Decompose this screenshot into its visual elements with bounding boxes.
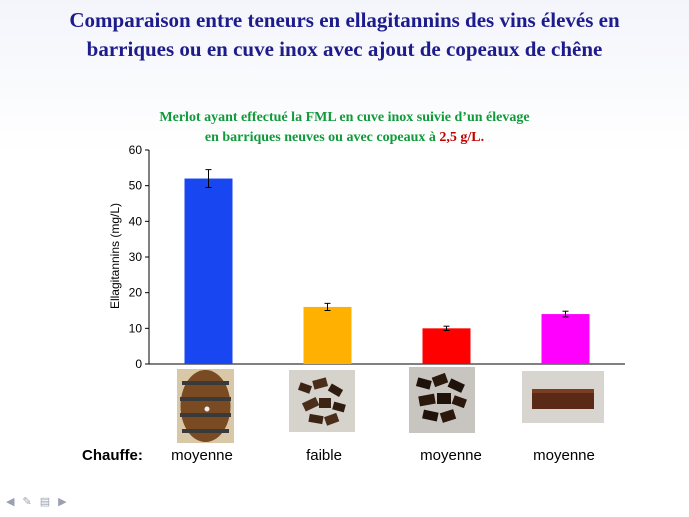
bar bbox=[303, 306, 352, 364]
chauffe-value-copeaux-2: moyenne bbox=[420, 447, 482, 464]
arrow-right-icon[interactable]: ▶ bbox=[58, 496, 67, 508]
chart-subtitle-line1: Merlot ayant effectué la FML en cuve ino… bbox=[159, 110, 530, 125]
bars bbox=[184, 169, 590, 364]
chauffe-value-copeaux-1: faible bbox=[306, 447, 342, 464]
oak-chips-medium-icon bbox=[409, 367, 475, 433]
y-axis-label: Ellagitannins (mg/L) bbox=[108, 203, 122, 309]
y-tick-label: 30 bbox=[129, 250, 143, 264]
slide-title-line2: barriques ou en cuve inox avec ajout de … bbox=[86, 37, 603, 61]
arrow-left-icon[interactable]: ◀ bbox=[6, 496, 15, 508]
bar bbox=[422, 328, 471, 364]
chart-subtitle-line2-prefix: en barriques neuves ou avec copeaux à bbox=[204, 130, 440, 145]
bar bbox=[184, 178, 233, 364]
oak-chips-icon bbox=[289, 370, 355, 432]
dose-highlight: 2,5 g/L. bbox=[439, 130, 485, 145]
chart-subtitle: Merlot ayant effectué la FML en cuve ino… bbox=[0, 108, 689, 148]
y-tick-label: 50 bbox=[129, 179, 143, 193]
barrel-icon bbox=[177, 369, 234, 443]
pen-icon[interactable]: ✎ bbox=[22, 496, 32, 508]
slide-title: Comparaison entre teneurs en ellagitanni… bbox=[0, 6, 689, 64]
menu-icon[interactable]: ▤ bbox=[39, 496, 51, 508]
slide-title-line1: Comparaison entre teneurs en ellagitanni… bbox=[69, 8, 620, 32]
y-tick-label: 0 bbox=[135, 357, 142, 371]
chart-subtitle-line2: en barriques neuves ou avec copeaux à 2,… bbox=[0, 128, 689, 148]
oak-stave-icon bbox=[522, 371, 604, 423]
chauffe-value-barrique: moyenne bbox=[171, 447, 233, 464]
y-tick-label: 60 bbox=[129, 143, 143, 157]
chauffe-value-copeaux-3: moyenne bbox=[533, 447, 595, 464]
y-tick-label: 20 bbox=[129, 286, 143, 300]
y-tick-label: 40 bbox=[129, 214, 143, 228]
chauffe-label: Chauffe: bbox=[82, 447, 143, 464]
bar bbox=[541, 314, 590, 364]
slide-nav: ◀ ✎ ▤ ▶ bbox=[6, 495, 67, 508]
y-tick-label: 10 bbox=[129, 321, 143, 335]
